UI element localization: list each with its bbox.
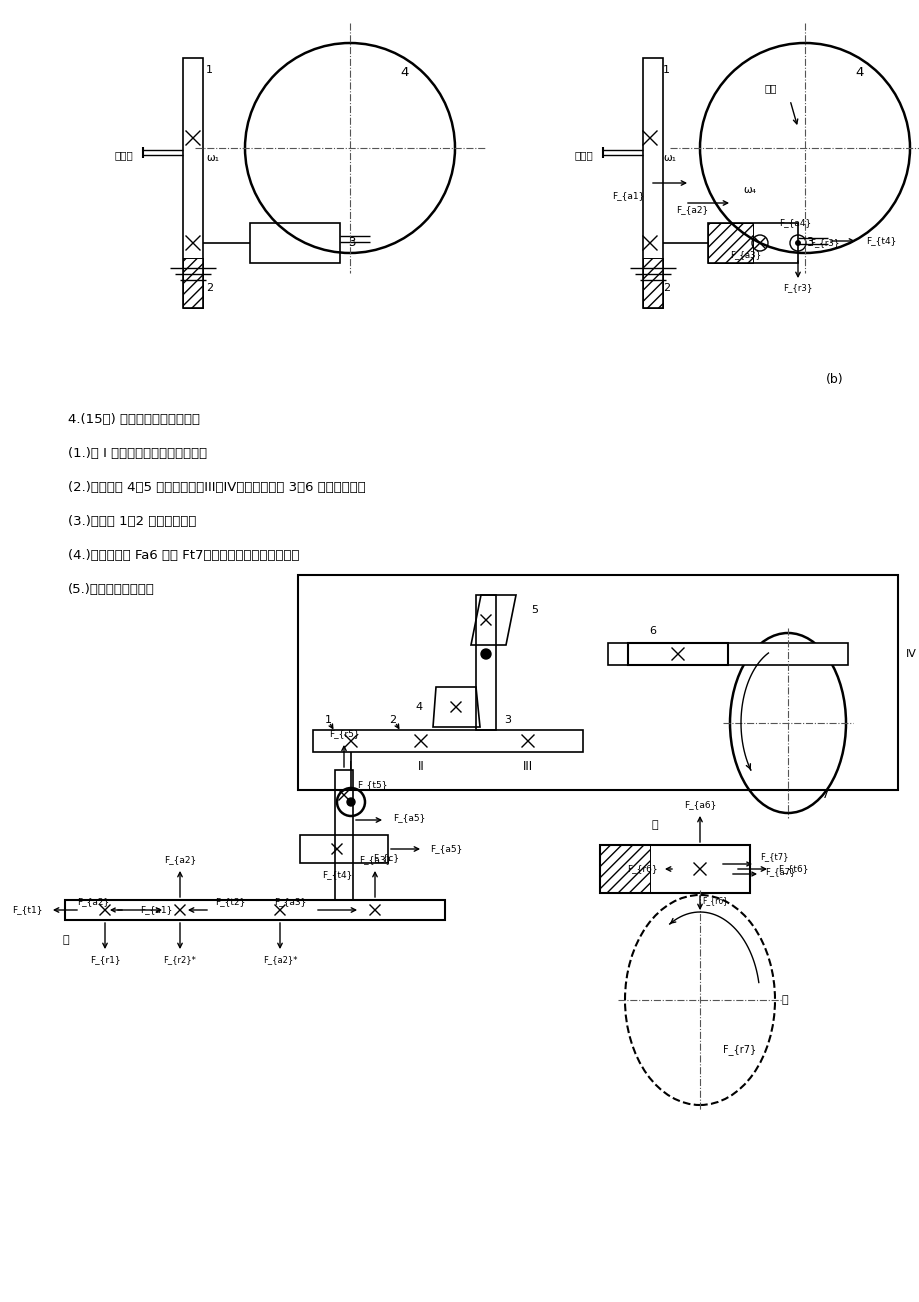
Text: ω₁: ω₁ xyxy=(206,154,219,163)
Text: II: II xyxy=(417,760,424,773)
Text: F_{t7}: F_{t7} xyxy=(759,853,788,862)
Text: F_{c}: F_{c} xyxy=(372,854,399,862)
Bar xyxy=(65,900,445,921)
Bar xyxy=(642,258,663,309)
Text: (3.)继而定 1、2 的螺旋方向；: (3.)继而定 1、2 的螺旋方向； xyxy=(68,516,196,529)
Text: 输入轴: 输入轴 xyxy=(573,150,593,160)
Bar xyxy=(599,845,749,893)
Text: 4: 4 xyxy=(415,702,423,712)
Text: ω₄: ω₄ xyxy=(743,185,755,195)
Text: ω₁: ω₁ xyxy=(663,154,675,163)
Text: F_{r7}: F_{r7} xyxy=(722,1044,755,1056)
Text: F_{r6}: F_{r6} xyxy=(627,865,657,874)
Text: F_{a5}: F_{a5} xyxy=(392,814,425,823)
Bar xyxy=(628,643,727,665)
Text: 2: 2 xyxy=(206,283,213,293)
Text: F_{a6}: F_{a6} xyxy=(683,801,715,810)
Text: 2: 2 xyxy=(389,715,396,725)
Text: F_{a5}: F_{a5} xyxy=(429,845,462,854)
Text: 左: 左 xyxy=(651,820,658,829)
Text: 2: 2 xyxy=(663,283,669,293)
Bar xyxy=(183,59,203,309)
Bar xyxy=(642,59,663,309)
Circle shape xyxy=(481,648,491,659)
Text: 3: 3 xyxy=(504,715,511,725)
Bar xyxy=(335,769,353,900)
Text: (5.)判别各力的方向。: (5.)判别各力的方向。 xyxy=(68,583,154,596)
Text: F_{a4}: F_{a4} xyxy=(778,219,811,228)
Text: 1: 1 xyxy=(324,715,331,725)
Bar xyxy=(475,595,495,730)
Bar xyxy=(298,575,897,790)
Text: F_{t5}: F_{t5} xyxy=(357,780,387,789)
Text: 3: 3 xyxy=(347,237,355,250)
Bar xyxy=(708,223,797,263)
Bar xyxy=(300,835,388,863)
Bar xyxy=(607,643,847,665)
Text: F_{t4}: F_{t4} xyxy=(322,871,352,879)
Text: 4.(15分) 解：本题求解步骤为：: 4.(15分) 解：本题求解步骤为： xyxy=(68,414,199,427)
Bar xyxy=(312,730,583,753)
Text: F_{a3}: F_{a3} xyxy=(358,855,391,865)
Text: (4.)由蜗杆轴力 Fa6 判定 Ft7，从而确定蜗杆转动方向；: (4.)由蜗杆轴力 Fa6 判定 Ft7，从而确定蜗杆转动方向； xyxy=(68,549,300,562)
Text: 3: 3 xyxy=(805,237,812,250)
Text: F_{a2}: F_{a2} xyxy=(76,897,108,906)
Text: F_{r5}: F_{r5} xyxy=(328,729,359,738)
Text: 6: 6 xyxy=(649,626,656,635)
Text: 左: 左 xyxy=(781,995,788,1005)
Text: F_{t4}: F_{t4} xyxy=(865,237,895,246)
Text: F_{r3}: F_{r3} xyxy=(782,284,811,293)
Text: F_{r3}: F_{r3} xyxy=(809,238,839,247)
Text: F_{t2}: F_{t2} xyxy=(215,897,245,906)
Text: F_{a1}: F_{a1} xyxy=(140,905,172,914)
Text: F_{r2}*: F_{r2}* xyxy=(164,956,197,965)
Text: F_{a2}: F_{a2} xyxy=(675,206,708,215)
Bar xyxy=(250,223,340,263)
Text: 左: 左 xyxy=(62,935,70,945)
Text: 1: 1 xyxy=(663,65,669,76)
Text: 4: 4 xyxy=(855,66,863,79)
Text: (b): (b) xyxy=(825,374,843,387)
Bar xyxy=(183,258,203,309)
Text: 右旋: 右旋 xyxy=(765,83,777,92)
Text: F_{a2}*: F_{a2}* xyxy=(263,956,297,965)
Text: F_{a3}: F_{a3} xyxy=(275,897,307,906)
Text: 7: 7 xyxy=(822,789,829,802)
Text: III: III xyxy=(522,760,532,773)
Text: F_{r1}: F_{r1} xyxy=(89,956,120,965)
Text: F_{a7}: F_{a7} xyxy=(765,867,795,876)
Text: F_{r6}: F_{r6} xyxy=(701,897,727,905)
Text: (2.)由锥齿轮 4、5 轴向力方向及III、IV轴转向可定出 3、6 的螺旋方向；: (2.)由锥齿轮 4、5 轴向力方向及III、IV轴转向可定出 3、6 的螺旋方… xyxy=(68,482,366,495)
Bar xyxy=(708,223,752,263)
Text: 5: 5 xyxy=(530,605,538,615)
Text: F_{t6}: F_{t6} xyxy=(777,865,808,874)
Text: 1: 1 xyxy=(206,65,213,76)
Text: 输入轴: 输入轴 xyxy=(114,150,133,160)
Text: (1.)由 I 轴给定转向判定各轴转向；: (1.)由 I 轴给定转向判定各轴转向； xyxy=(68,448,207,461)
Bar xyxy=(599,845,650,893)
Text: 4: 4 xyxy=(401,66,409,79)
Text: F_{t1}: F_{t1} xyxy=(13,905,43,914)
Circle shape xyxy=(346,798,355,806)
Text: F_{a2}: F_{a2} xyxy=(164,855,196,865)
Circle shape xyxy=(795,241,800,245)
Text: IV: IV xyxy=(905,648,916,659)
Text: I: I xyxy=(349,760,352,773)
Text: F_{a3}: F_{a3} xyxy=(729,250,760,259)
Text: F_{a1}: F_{a1} xyxy=(611,191,643,201)
